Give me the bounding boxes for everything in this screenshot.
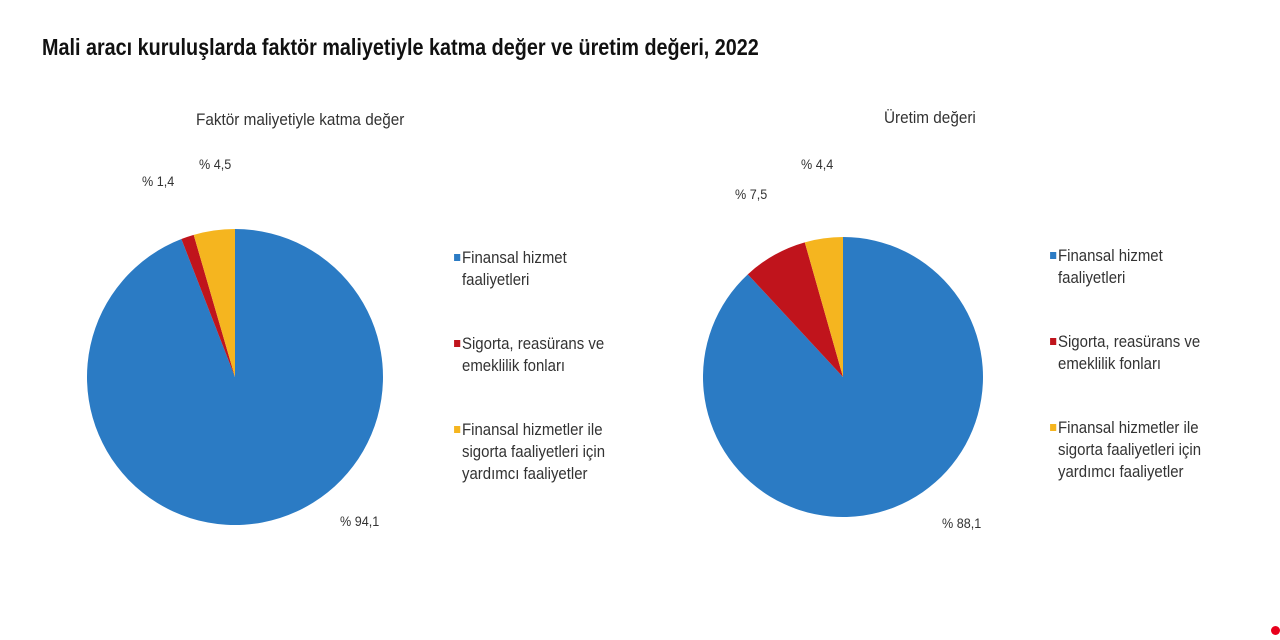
- left-label-yellow: % 4,5: [199, 156, 232, 172]
- left-label-red: % 1,4: [142, 173, 175, 189]
- right-legend: Finansal hizmet faaliyetleri Sigorta, re…: [1050, 245, 1280, 483]
- right-label-blue: % 88,1: [942, 515, 982, 531]
- blue-swatch-icon: [1050, 252, 1057, 259]
- slice-finansal: [86, 229, 383, 525]
- yellow-swatch-icon: [454, 426, 461, 433]
- blue-swatch-icon: [454, 254, 461, 261]
- legend-item-yardimci: Finansal hizmetler ile sigorta faaliyetl…: [1050, 417, 1260, 483]
- right-label-yellow: % 4,4: [801, 156, 834, 172]
- right-pie-chart: [703, 237, 983, 517]
- red-dot-marker: [1271, 626, 1280, 635]
- legend-item-finansal: Finansal hizmet faaliyetleri: [1050, 245, 1260, 289]
- slice-yardimci: [804, 237, 843, 377]
- legend-item-yardimci: Finansal hizmetler ile sigorta faaliyetl…: [454, 419, 664, 485]
- red-swatch-icon: [454, 340, 461, 347]
- left-pie-chart: [86, 229, 383, 525]
- left-label-blue: % 94,1: [340, 513, 380, 529]
- left-legend: Finansal hizmet faaliyetleri Sigorta, re…: [454, 247, 692, 485]
- left-pie-subtitle: Faktör maliyetiyle katma değer: [196, 110, 405, 129]
- legend-item-finansal: Finansal hizmet faaliyetleri: [454, 247, 664, 291]
- legend-item-sigorta: Sigorta, reasürans ve emeklilik fonları: [1050, 331, 1260, 375]
- legend-item-sigorta: Sigorta, reasürans ve emeklilik fonları: [454, 333, 664, 377]
- slice-yardimci: [193, 229, 235, 377]
- red-swatch-icon: [1050, 338, 1057, 345]
- chart-title: Mali aracı kuruluşlarda faktör maliyetiy…: [42, 34, 759, 60]
- right-pie-subtitle: Üretim değeri: [884, 108, 976, 127]
- right-label-red: % 7,5: [735, 186, 768, 202]
- slice-sigorta: [181, 234, 235, 377]
- yellow-swatch-icon: [1050, 424, 1057, 431]
- slice-sigorta: [747, 242, 843, 377]
